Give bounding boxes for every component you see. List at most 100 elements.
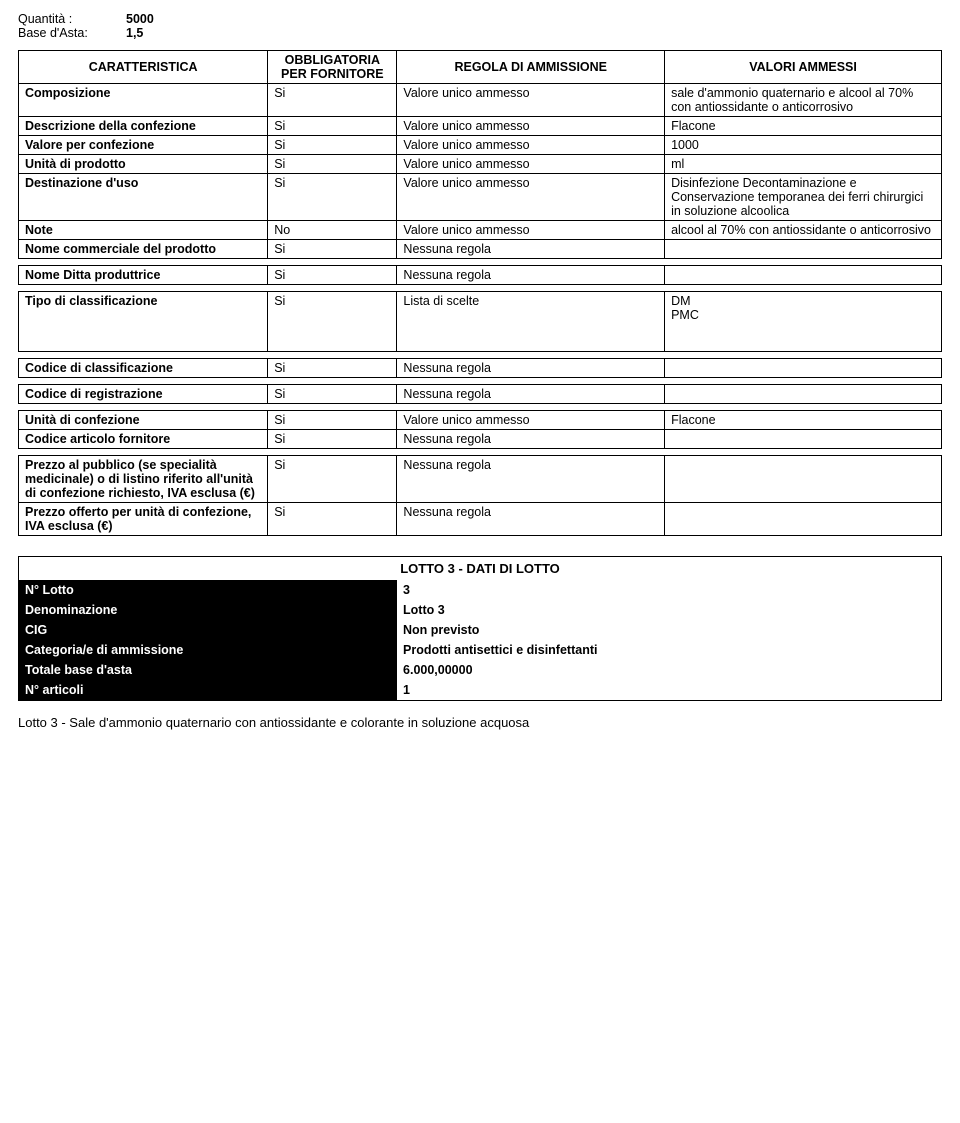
cell [665, 430, 942, 449]
cell: Si [268, 117, 397, 136]
cell: Codice di classificazione [19, 359, 268, 378]
cell [665, 456, 942, 503]
quantita-label: Quantità : [18, 12, 118, 26]
col-header: VALORI AMMESSI [665, 51, 942, 84]
quantita-value: 5000 [126, 12, 154, 26]
cell: Valore unico ammesso [397, 411, 665, 430]
lotto-label: N° Lotto [19, 580, 397, 600]
table-row: Valore per confezioneSiValore unico amme… [19, 136, 942, 155]
base-value: 1,5 [126, 26, 143, 40]
cell: Codice di registrazione [19, 385, 268, 404]
cell: Si [268, 266, 397, 285]
header-info: Quantità : 5000 Base d'Asta: 1,5 [18, 12, 942, 40]
cell: Prezzo al pubblico (se specialità medici… [19, 456, 268, 503]
lotto-value: 3 [397, 580, 941, 600]
cell: Valore unico ammesso [397, 155, 665, 174]
cell: ml [665, 155, 942, 174]
cell: Flacone [665, 411, 942, 430]
lotto-row: DenominazioneLotto 3 [19, 600, 941, 620]
cell: Note [19, 221, 268, 240]
lotto-row: N° articoli1 [19, 680, 941, 700]
lotto-label: Denominazione [19, 600, 397, 620]
cell: Nome commerciale del prodotto [19, 240, 268, 259]
cell: Si [268, 359, 397, 378]
cell: Lista di scelte [397, 292, 665, 352]
cell: Si [268, 136, 397, 155]
table-row: Destinazione d'usoSiValore unico ammesso… [19, 174, 942, 221]
footer-line: Lotto 3 - Sale d'ammonio quaternario con… [18, 715, 942, 730]
cell [665, 503, 942, 536]
codclass-table: Codice di classificazione Si Nessuna reg… [18, 358, 942, 378]
cell: Flacone [665, 117, 942, 136]
cell: Valore unico ammesso [397, 221, 665, 240]
cell: DM PMC [665, 292, 942, 352]
lotto-row: Categoria/e di ammissioneProdotti antise… [19, 640, 941, 660]
cell: Si [268, 503, 397, 536]
cell: Disinfezione Decontaminazione e Conserva… [665, 174, 942, 221]
lotto-label: Totale base d'asta [19, 660, 397, 680]
cell: Si [268, 385, 397, 404]
lotto-row: CIGNon previsto [19, 620, 941, 640]
lotto-row: N° Lotto3 [19, 580, 941, 600]
cell: Descrizione della confezione [19, 117, 268, 136]
lotto-value: Prodotti antisettici e disinfettanti [397, 640, 941, 660]
col-header: CARATTERISTICA [19, 51, 268, 84]
cell: Nessuna regola [397, 456, 665, 503]
cell: Nessuna regola [397, 240, 665, 259]
table-row: Unità di prodottoSiValore unico ammessom… [19, 155, 942, 174]
table-row: Tipo di classificazione Si Lista di scel… [19, 292, 942, 352]
cell [665, 266, 942, 285]
cell [665, 240, 942, 259]
cell: Composizione [19, 84, 268, 117]
header-row: CARATTERISTICA OBBLIGATORIA PER FORNITOR… [19, 51, 942, 84]
main-table: CARATTERISTICA OBBLIGATORIA PER FORNITOR… [18, 50, 942, 259]
cell: Nessuna regola [397, 503, 665, 536]
table-row: Codice di classificazione Si Nessuna reg… [19, 359, 942, 378]
lotto-row: Totale base d'asta6.000,00000 [19, 660, 941, 680]
cell: Valore unico ammesso [397, 174, 665, 221]
cell: 1000 [665, 136, 942, 155]
cell: Codice articolo fornitore [19, 430, 268, 449]
lotto-value: Lotto 3 [397, 600, 941, 620]
cell: Si [268, 240, 397, 259]
col-header: OBBLIGATORIA PER FORNITORE [268, 51, 397, 84]
table-row: Prezzo offerto per unità di confezione, … [19, 503, 942, 536]
table-row: ComposizioneSiValore unico ammessosale d… [19, 84, 942, 117]
cell: Valore per confezione [19, 136, 268, 155]
cell: Nessuna regola [397, 266, 665, 285]
table-row: Descrizione della confezioneSiValore uni… [19, 117, 942, 136]
cell: Si [268, 155, 397, 174]
cell: Nessuna regola [397, 359, 665, 378]
lotto-label: CIG [19, 620, 397, 640]
lotto-label: N° articoli [19, 680, 397, 700]
lotto-value: 6.000,00000 [397, 660, 941, 680]
cell: Prezzo offerto per unità di confezione, … [19, 503, 268, 536]
lotto-value: 1 [397, 680, 941, 700]
cell: Tipo di classificazione [19, 292, 268, 352]
cell: Valore unico ammesso [397, 136, 665, 155]
cell: No [268, 221, 397, 240]
cell: Unità di prodotto [19, 155, 268, 174]
cell: Nome Ditta produttrice [19, 266, 268, 285]
cell: Si [268, 292, 397, 352]
conf-table: Unità di confezioneSiValore unico ammess… [18, 410, 942, 449]
cell [665, 385, 942, 404]
tipo-table: Tipo di classificazione Si Lista di scel… [18, 291, 942, 352]
cell: Si [268, 456, 397, 503]
lotto-label: Categoria/e di ammissione [19, 640, 397, 660]
cell: sale d'ammonio quaternario e alcool al 7… [665, 84, 942, 117]
price-table: Prezzo al pubblico (se specialità medici… [18, 455, 942, 536]
cell: Nessuna regola [397, 430, 665, 449]
lotto-title: LOTTO 3 - DATI DI LOTTO [19, 557, 941, 580]
table-row: Nome Ditta produttrice Si Nessuna regola [19, 266, 942, 285]
codreg-table: Codice di registrazione Si Nessuna regol… [18, 384, 942, 404]
cell: Si [268, 174, 397, 221]
cell: Destinazione d'uso [19, 174, 268, 221]
table-row: Codice articolo fornitoreSiNessuna regol… [19, 430, 942, 449]
lotto-box: LOTTO 3 - DATI DI LOTTO N° Lotto3Denomin… [18, 556, 942, 701]
table-row: NoteNoValore unico ammessoalcool al 70% … [19, 221, 942, 240]
table-row: Unità di confezioneSiValore unico ammess… [19, 411, 942, 430]
base-label: Base d'Asta: [18, 26, 118, 40]
lotto-value: Non previsto [397, 620, 941, 640]
table-row: Codice di registrazione Si Nessuna regol… [19, 385, 942, 404]
